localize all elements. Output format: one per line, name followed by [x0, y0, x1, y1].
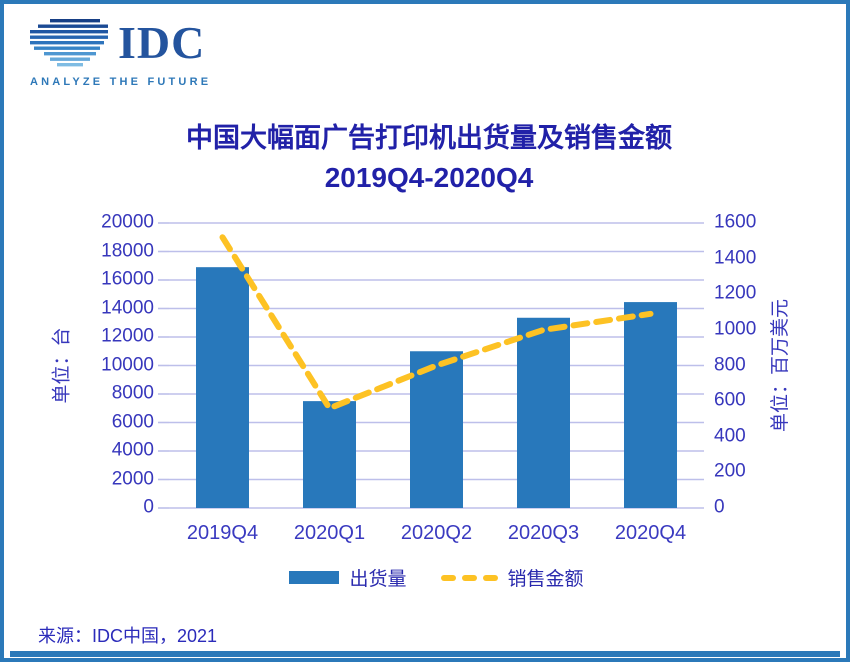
- left-axis-unit-label: 单位：台: [51, 327, 73, 404]
- chart-legend: 出货量 销售金额: [169, 564, 704, 591]
- axis-tick-label: 14000: [101, 296, 154, 318]
- chart-subtitle: 2019Q4-2020Q4: [324, 162, 534, 193]
- axis-tick-label: 400: [714, 425, 746, 447]
- axis-tick-label: 600: [714, 389, 746, 411]
- axis-tick-label: 200: [714, 460, 746, 482]
- legend-dashed-line-icon: [440, 574, 498, 581]
- x-axis-category-label: 2020Q3: [507, 522, 580, 544]
- axis-tick-label: 1000: [714, 318, 757, 340]
- source-text: 来源：IDC中国，2021: [38, 626, 218, 646]
- x-axis-labels: 2019Q4 2020Q1 2020Q2 2020Q3 2020Q4: [169, 522, 704, 545]
- axis-tick-label: 20000: [101, 211, 154, 233]
- idc-logo-text: IDC: [118, 17, 206, 68]
- axis-tick-label: 800: [714, 353, 746, 375]
- bottom-accent-bar: [10, 651, 840, 657]
- axis-tick-label: 12000: [101, 325, 154, 347]
- left-axis-tick-labels: 0 2000 4000 6000 8000 10000 12000 14000 16000 180…: [4, 211, 154, 517]
- axis-tick-label: 18000: [101, 239, 154, 261]
- axis-tick-label: 6000: [111, 410, 154, 432]
- chart-plot: [158, 222, 704, 509]
- axis-tick-label: 0: [714, 496, 725, 518]
- axis-tick-label: 16000: [101, 268, 154, 290]
- axis-tick-label: 1600: [714, 211, 757, 233]
- idc-logo: IDC ANALYZE THE FUTURE: [30, 18, 230, 88]
- x-axis-category-label: 2019Q4: [186, 522, 259, 544]
- axis-tick-label: 1400: [714, 246, 757, 268]
- chart-title: 中国大幅面广告打印机出货量及销售金额: [186, 123, 672, 153]
- x-axis-category-label: 2020Q1: [293, 522, 366, 544]
- legend-bar-label: 出货量: [349, 569, 407, 590]
- axis-tick-label: 2000: [111, 467, 154, 489]
- axis-tick-label: 8000: [111, 382, 154, 404]
- right-axis-unit-label: 单位：百万美元: [769, 298, 791, 433]
- x-axis-category-label: 2020Q4: [614, 522, 687, 544]
- legend-line-label: 销售金额: [507, 569, 584, 590]
- x-axis-category-label: 2020Q2: [400, 522, 473, 544]
- axis-tick-label: 0: [143, 496, 154, 518]
- axis-tick-label: 10000: [101, 353, 154, 375]
- legend-bar-swatch-icon: [289, 571, 340, 584]
- axis-tick-label: 4000: [111, 439, 154, 461]
- axis-tick-label: 1200: [714, 282, 757, 304]
- right-axis-tick-labels: 0 200 400 600 800 1000 1200 1400 1600: [714, 211, 804, 517]
- idc-globe-icon: [30, 19, 108, 67]
- idc-logo-tagline: ANALYZE THE FUTURE: [30, 76, 212, 88]
